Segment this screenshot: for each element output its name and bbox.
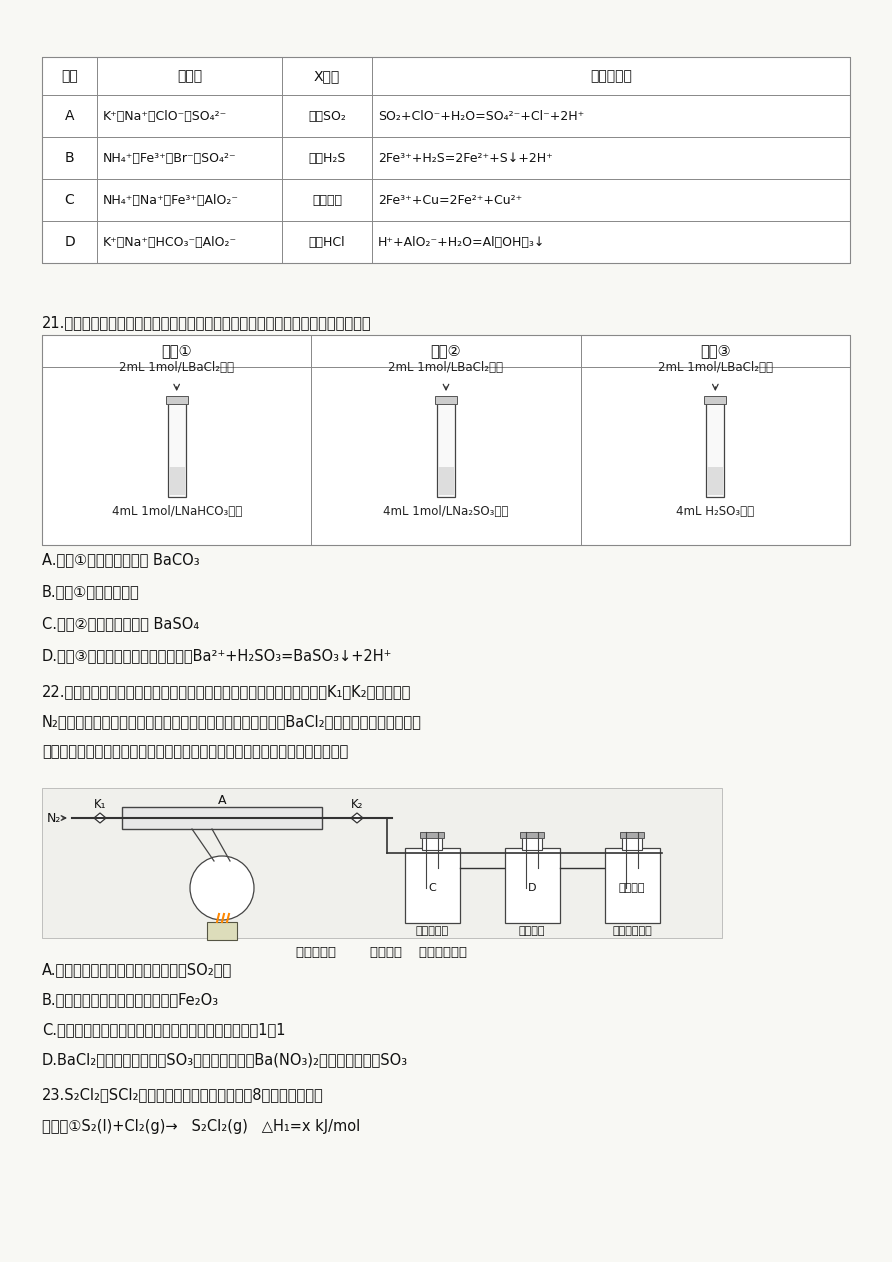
- Text: 4mL H₂SO₃溶液: 4mL H₂SO₃溶液: [676, 505, 755, 517]
- Text: C.实验②沉淀中可能含有 BaSO₄: C.实验②沉淀中可能含有 BaSO₄: [42, 617, 199, 631]
- Bar: [168, 403, 186, 497]
- Text: D: D: [64, 235, 75, 249]
- Bar: [437, 403, 455, 497]
- Text: C: C: [64, 193, 74, 207]
- Bar: [435, 396, 457, 404]
- Text: D.BaCl₂溶液的目的是检验SO₃的存在，此处用Ba(NO₃)₂溶液也可以检验SO₃: D.BaCl₂溶液的目的是检验SO₃的存在，此处用Ba(NO₃)₂溶液也可以检验…: [42, 1053, 409, 1068]
- Polygon shape: [351, 813, 363, 823]
- Text: 22.为了探究硫酸亚铁的分解产物，进行了如下图装置所示的实验，打开K₁和K₂，缓缓通入: 22.为了探究硫酸亚铁的分解产物，进行了如下图装置所示的实验，打开K₁和K₂，缓…: [42, 684, 411, 699]
- Text: N₂: N₂: [47, 811, 62, 824]
- Bar: [122, 806, 322, 829]
- Bar: [707, 467, 723, 495]
- Text: 实验③: 实验③: [700, 343, 731, 358]
- Text: 品红溶液中红色褪去，检查氢氧化钠溶液出口处无氧气产生。下列说法错误的是: 品红溶液中红色褪去，检查氢氧化钠溶液出口处无氧气产生。下列说法错误的是: [42, 745, 348, 760]
- Bar: [705, 396, 726, 404]
- Text: K⁺、Na⁺、HCO₃⁻、AlO₂⁻: K⁺、Na⁺、HCO₃⁻、AlO₂⁻: [103, 236, 237, 249]
- Text: 实验①: 实验①: [161, 343, 192, 358]
- Text: 选项: 选项: [62, 69, 78, 83]
- Bar: [505, 848, 559, 923]
- Text: N₂，一段时间后加热，实验后反应管中残留固体为红色粉末，BaCl₂溶液中有白色沉淀产生，: N₂，一段时间后加热，实验后反应管中残留固体为红色粉末，BaCl₂溶液中有白色沉…: [42, 714, 422, 729]
- Text: K⁺、Na⁺、ClO⁻、SO₄²⁻: K⁺、Na⁺、ClO⁻、SO₄²⁻: [103, 110, 227, 122]
- Text: 2Fe³⁺+H₂S=2Fe²⁺+S↓+2H⁺: 2Fe³⁺+H₂S=2Fe²⁺+S↓+2H⁺: [378, 151, 553, 164]
- Text: 4mL 1mol/LNaHCO₃溶液: 4mL 1mol/LNaHCO₃溶液: [112, 505, 242, 517]
- Bar: [42, 787, 722, 938]
- Text: 吸收尾气: 吸收尾气: [619, 883, 645, 893]
- Text: 已知：①S₂(l)+Cl₂(g)→   S₂Cl₂(g)   △H₁=x kJ/mol: 已知：①S₂(l)+Cl₂(g)→ S₂Cl₂(g) △H₁=x kJ/mol: [42, 1119, 360, 1135]
- Text: SO₂+ClO⁻+H₂O=SO₄²⁻+Cl⁻+2H⁺: SO₂+ClO⁻+H₂O=SO₄²⁻+Cl⁻+2H⁺: [378, 110, 584, 122]
- Text: B: B: [65, 151, 74, 165]
- Text: K₁: K₁: [94, 798, 106, 810]
- Text: 23.S₂Cl₂和SCl₂均为重要的化工原料，都满足8电子稳定结构。: 23.S₂Cl₂和SCl₂均为重要的化工原料，都满足8电子稳定结构。: [42, 1088, 324, 1103]
- Text: 2mL 1mol/LBaCl₂溶液: 2mL 1mol/LBaCl₂溶液: [657, 361, 772, 374]
- Bar: [42, 334, 850, 545]
- Text: NH₄⁺、Fe³⁺、Br⁻、SO₄²⁻: NH₄⁺、Fe³⁺、Br⁻、SO₄²⁻: [103, 151, 236, 164]
- Bar: [520, 832, 544, 838]
- Text: 2mL 1mol/LBaCl₂溶液: 2mL 1mol/LBaCl₂溶液: [389, 361, 503, 374]
- Bar: [420, 832, 444, 838]
- Text: 21.下列三组实验进行一段时间后，溶液中均有白色沉淀生成，下列结论不正确的是: 21.下列三组实验进行一段时间后，溶液中均有白色沉淀生成，下列结论不正确的是: [42, 316, 372, 331]
- Text: 离子组: 离子组: [177, 69, 202, 83]
- Bar: [42, 57, 850, 262]
- Bar: [404, 848, 459, 923]
- Text: D: D: [528, 883, 536, 893]
- Polygon shape: [94, 813, 106, 823]
- Bar: [706, 403, 724, 497]
- Text: NH₄⁺、Na⁺、Fe³⁺、AlO₂⁻: NH₄⁺、Na⁺、Fe³⁺、AlO₂⁻: [103, 193, 239, 207]
- Text: A.氢氧化钠溶液的作用是吸收多余的SO₂气体: A.氢氧化钠溶液的作用是吸收多余的SO₂气体: [42, 963, 232, 978]
- Bar: [620, 832, 644, 838]
- Bar: [169, 467, 185, 495]
- Text: 离子方程式: 离子方程式: [591, 69, 632, 83]
- Text: C: C: [428, 883, 436, 893]
- Text: 4mL 1mol/LNa₂SO₃溶液: 4mL 1mol/LNa₂SO₃溶液: [384, 505, 508, 517]
- Bar: [522, 835, 542, 851]
- Text: 少量HCl: 少量HCl: [309, 236, 345, 249]
- Text: B.反应管内产生的红色粉末可能是Fe₂O₃: B.反应管内产生的红色粉末可能是Fe₂O₃: [42, 992, 219, 1007]
- Text: 过量铜粉: 过量铜粉: [312, 193, 342, 207]
- Text: H⁺+AlO₂⁻+H₂O=Al（OH）₃↓: H⁺+AlO₂⁻+H₂O=Al（OH）₃↓: [378, 236, 545, 249]
- Text: 氢氧化钠溶液: 氢氧化钠溶液: [612, 926, 652, 936]
- Text: 2mL 1mol/LBaCl₂溶液: 2mL 1mol/LBaCl₂溶液: [120, 361, 235, 374]
- Text: A: A: [65, 109, 74, 122]
- Text: 实验②: 实验②: [431, 343, 461, 358]
- Text: 过量H₂S: 过量H₂S: [309, 151, 346, 164]
- Text: 氯化钡溶液: 氯化钡溶液: [416, 926, 449, 936]
- Text: K₂: K₂: [351, 798, 363, 810]
- Text: A.实验①中生成的沉淀是 BaCO₃: A.实验①中生成的沉淀是 BaCO₃: [42, 553, 200, 568]
- Bar: [438, 467, 454, 495]
- Text: X试剂: X试剂: [314, 69, 340, 83]
- Text: B.实验①中有气体生成: B.实验①中有气体生成: [42, 584, 140, 599]
- Text: 2Fe³⁺+Cu=2Fe²⁺+Cu²⁺: 2Fe³⁺+Cu=2Fe²⁺+Cu²⁺: [378, 193, 522, 207]
- Bar: [422, 835, 442, 851]
- Bar: [605, 848, 659, 923]
- Text: D.实验③生成沉淀的离子方程式是：Ba²⁺+H₂SO₃=BaSO₃↓+2H⁺: D.实验③生成沉淀的离子方程式是：Ba²⁺+H₂SO₃=BaSO₃↓+2H⁺: [42, 649, 392, 664]
- Bar: [622, 835, 642, 851]
- Text: C.反应管内得到的氧化产物和还原产物物质的量之比为1：1: C.反应管内得到的氧化产物和还原产物物质的量之比为1：1: [42, 1022, 285, 1037]
- Bar: [207, 923, 237, 940]
- Text: A: A: [218, 794, 227, 806]
- Text: 氯化钡溶液        品红溶液    氢氧化钠溶液: 氯化钡溶液 品红溶液 氢氧化钠溶液: [296, 945, 467, 959]
- Bar: [166, 396, 187, 404]
- Circle shape: [190, 856, 254, 920]
- Text: 少量SO₂: 少量SO₂: [308, 110, 346, 122]
- Text: 品红溶液: 品红溶液: [519, 926, 545, 936]
